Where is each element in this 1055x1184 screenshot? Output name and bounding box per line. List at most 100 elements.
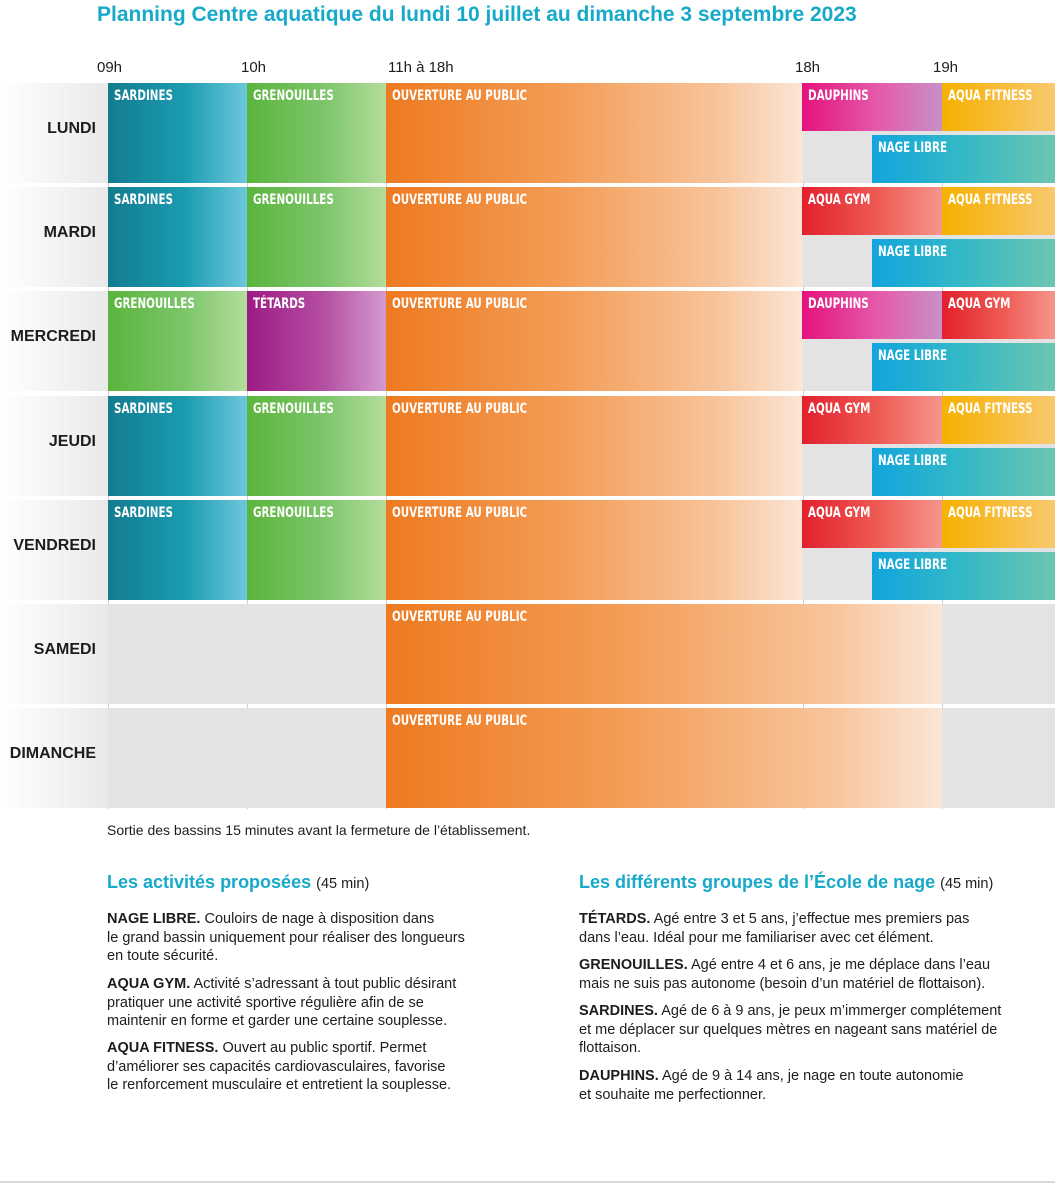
session-label: OUVERTURE AU PUBLIC — [392, 296, 528, 312]
group-text-line: et souhaite me perfectionner. — [579, 1086, 767, 1103]
session-label: NAGE LIBRE — [878, 557, 948, 573]
time-label-11h-18h: 11h à 18h — [388, 59, 454, 76]
day-label: VENDREDI — [13, 537, 96, 554]
session-block-sardines: SARDINES — [108, 83, 247, 183]
group-dauphins: DAUPHINS. Agé de 9 à 14 ans, je nage en … — [579, 1067, 964, 1104]
session-label: OUVERTURE AU PUBLIC — [392, 192, 528, 208]
session-block-fitness: AQUA FITNESS — [942, 83, 1055, 131]
day-label: SAMEDI — [33, 641, 96, 658]
session-label: OUVERTURE AU PUBLIC — [392, 713, 528, 729]
session-block-public: OUVERTURE AU PUBLIC — [386, 604, 942, 704]
session-label: SARDINES — [114, 88, 173, 104]
session-label: OUVERTURE AU PUBLIC — [392, 401, 528, 417]
group-tetards: TÉTARDS. Agé entre 3 et 5 ans, j’effectu… — [579, 910, 969, 947]
session-block-nage: NAGE LIBRE — [872, 343, 1055, 391]
session-label: GRENOUILLES — [253, 88, 334, 104]
session-block-grenouilles: GRENOUILLES — [108, 291, 247, 391]
session-block-sardines: SARDINES — [108, 396, 247, 496]
activity-text-line: Activité s’adressant à tout public désir… — [193, 976, 457, 992]
time-label-09h: 09h — [97, 59, 123, 76]
session-block-nage: NAGE LIBRE — [872, 239, 1055, 287]
session-block-public: OUVERTURE AU PUBLIC — [386, 500, 803, 600]
activities-heading: Les activités proposées (45 min) — [107, 872, 369, 893]
activity-name: AQUA GYM. — [107, 976, 191, 992]
activities-duration: (45 min) — [316, 876, 370, 892]
activity-aqua-fitness: AQUA FITNESS. Ouvert au public sportif. … — [107, 1039, 451, 1095]
group-text-line: Agé entre 4 et 6 ans, je me déplace dans… — [691, 957, 991, 973]
group-name: TÉTARDS. — [579, 911, 651, 927]
session-block-nage: NAGE LIBRE — [872, 135, 1055, 183]
session-block-grenouilles: GRENOUILLES — [247, 83, 386, 183]
session-block-fitness: AQUA FITNESS — [942, 187, 1055, 235]
session-block-aquagym: AQUA GYM — [802, 187, 942, 235]
time-label-19h: 19h — [933, 59, 959, 76]
session-block-grenouilles: GRENOUILLES — [247, 187, 386, 287]
day-label: MERCREDI — [10, 328, 96, 345]
session-label: AQUA GYM — [808, 505, 871, 521]
session-block-public: OUVERTURE AU PUBLIC — [386, 291, 803, 391]
session-label: SARDINES — [114, 192, 173, 208]
session-label: GRENOUILLES — [253, 401, 334, 417]
session-label: OUVERTURE AU PUBLIC — [392, 88, 528, 104]
day-label: JEUDI — [48, 433, 96, 450]
session-label: OUVERTURE AU PUBLIC — [392, 505, 528, 521]
session-label: AQUA GYM — [948, 296, 1011, 312]
activity-text-line: le renforcement musculaire et entretient… — [107, 1077, 452, 1093]
time-label-10h: 10h — [241, 59, 267, 76]
activity-text-line: Ouvert au public sportif. Permet — [222, 1040, 427, 1056]
session-label: GRENOUILLES — [253, 505, 334, 521]
group-name: GRENOUILLES. — [579, 957, 688, 973]
session-label: OUVERTURE AU PUBLIC — [392, 609, 528, 625]
session-block-dauphins: DAUPHINS — [802, 83, 942, 131]
session-block-dauphins: DAUPHINS — [802, 291, 942, 339]
session-block-public: OUVERTURE AU PUBLIC — [386, 708, 942, 808]
closing-note: Sortie des bassins 15 minutes avant la f… — [107, 822, 531, 838]
session-block-sardines: SARDINES — [108, 500, 247, 600]
session-label: AQUA FITNESS — [948, 505, 1033, 521]
bottom-divider — [0, 1181, 1055, 1183]
session-label: AQUA GYM — [808, 401, 871, 417]
activity-nage-libre: NAGE LIBRE. Couloirs de nage à dispositi… — [107, 910, 465, 966]
session-label: AQUA GYM — [808, 192, 871, 208]
activities-title: Les activités proposées — [107, 872, 312, 892]
page-title: Planning Centre aquatique du lundi 10 ju… — [97, 3, 857, 26]
activity-text-line: Couloirs de nage à disposition dans — [204, 911, 435, 927]
group-text-line: dans l’eau. Idéal pour me familiariser a… — [579, 929, 934, 946]
day-label: LUNDI — [47, 120, 96, 137]
activity-text-line: d’améliorer ses capacités cardiovasculai… — [107, 1058, 446, 1075]
session-block-nage: NAGE LIBRE — [872, 552, 1055, 600]
activity-text-line: pratiquer une activité sportive régulièr… — [107, 994, 424, 1011]
group-text-line: Agé entre 3 et 5 ans, j’effectue mes pre… — [653, 911, 970, 927]
groups-title: Les différents groupes de l’École de nag… — [579, 872, 936, 892]
session-block-tetards: TÉTARDS — [247, 291, 386, 391]
session-block-sardines: SARDINES — [108, 187, 247, 287]
activity-text-line: en toute sécurité. — [107, 948, 219, 964]
session-label: GRENOUILLES — [114, 296, 195, 312]
group-text-line: mais ne suis pas autonome (besoin d’un m… — [579, 975, 986, 992]
group-name: SARDINES. — [579, 1003, 658, 1019]
group-grenouilles: GRENOUILLES. Agé entre 4 et 6 ans, je me… — [579, 956, 990, 993]
group-text-line: et me déplacer sur quelques mètres en na… — [579, 1021, 998, 1038]
activity-name: AQUA FITNESS. — [107, 1040, 219, 1056]
groups-duration: (45 min) — [940, 876, 994, 892]
session-label: NAGE LIBRE — [878, 140, 948, 156]
session-block-grenouilles: GRENOUILLES — [247, 396, 386, 496]
session-label: NAGE LIBRE — [878, 348, 948, 364]
day-label: MARDI — [43, 224, 96, 241]
session-block-aquagym: AQUA GYM — [802, 396, 942, 444]
time-label-18h: 18h — [795, 59, 821, 76]
session-label: AQUA FITNESS — [948, 401, 1033, 417]
session-label: TÉTARDS — [253, 296, 306, 312]
group-text-line: flottaison. — [579, 1040, 642, 1056]
activity-text-line: le grand bassin uniquement pour réaliser… — [107, 929, 465, 946]
groups-heading: Les différents groupes de l’École de nag… — [579, 872, 993, 893]
session-block-aquagym: AQUA GYM — [942, 291, 1055, 339]
session-block-fitness: AQUA FITNESS — [942, 500, 1055, 548]
session-block-grenouilles: GRENOUILLES — [247, 500, 386, 600]
group-text-line: Agé de 9 à 14 ans, je nage en toute auto… — [662, 1068, 964, 1084]
activity-aqua-gym: AQUA GYM. Activité s’adressant à tout pu… — [107, 975, 456, 1031]
session-block-public: OUVERTURE AU PUBLIC — [386, 396, 803, 496]
session-label: DAUPHINS — [808, 296, 869, 312]
session-label: DAUPHINS — [808, 88, 869, 104]
session-label: AQUA FITNESS — [948, 192, 1033, 208]
